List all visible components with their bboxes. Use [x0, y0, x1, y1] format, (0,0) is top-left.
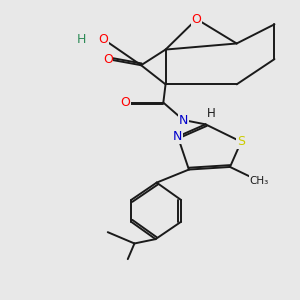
- Text: O: O: [192, 13, 202, 26]
- Text: H: H: [207, 106, 215, 119]
- Text: CH₃: CH₃: [249, 176, 268, 186]
- Text: O: O: [103, 52, 113, 66]
- Text: H: H: [76, 33, 86, 46]
- Text: N: N: [178, 113, 188, 127]
- Text: S: S: [237, 135, 245, 148]
- Text: N: N: [173, 130, 182, 143]
- Text: O: O: [98, 33, 108, 46]
- Text: O: O: [121, 96, 130, 109]
